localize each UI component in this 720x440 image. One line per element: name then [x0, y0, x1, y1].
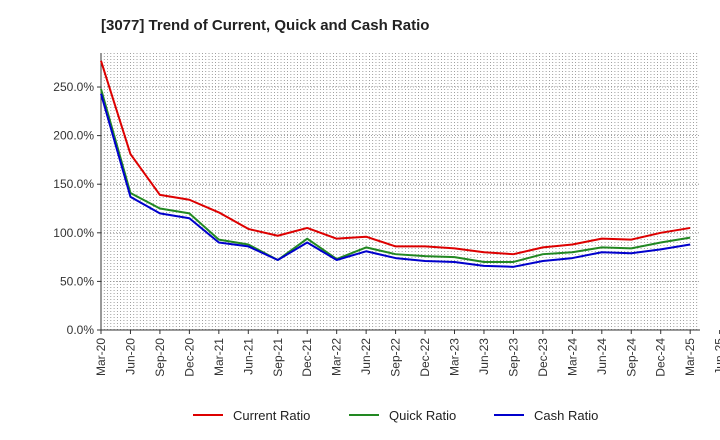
legend-label-current-ratio: Current Ratio [233, 408, 310, 423]
legend-label-cash-ratio: Cash Ratio [534, 408, 598, 423]
y-tick-label: 250.0% [53, 80, 94, 94]
x-tick-label: Dec-22 [418, 338, 432, 377]
x-tick-label: Mar-22 [330, 338, 344, 376]
y-tick-label: 0.0% [67, 323, 95, 337]
legend-label-quick-ratio: Quick Ratio [389, 408, 456, 423]
x-tick-label: Jun-20 [123, 338, 137, 375]
y-tick-label: 150.0% [53, 177, 94, 191]
legend: Current Ratio Quick Ratio Cash Ratio [193, 408, 598, 423]
x-tick-label: Mar-21 [212, 338, 226, 376]
current-ratio-line [100, 60, 691, 256]
x-tick-label: Dec-20 [182, 338, 196, 377]
x-tick-label: Jun-22 [359, 338, 373, 375]
x-tick-label: Mar-24 [565, 338, 579, 376]
grid [101, 53, 700, 330]
x-tick-label: Jun-24 [595, 338, 609, 375]
x-tick-label: Sep-20 [153, 338, 167, 377]
x-tick-label: Sep-23 [506, 338, 520, 377]
x-tick-label: Mar-23 [448, 338, 462, 376]
x-tick-label: Jun-25 [713, 338, 720, 375]
x-tick-label: Mar-20 [94, 338, 108, 376]
x-tick-label: Mar-25 [683, 338, 697, 376]
y-tick-label: 200.0% [53, 129, 94, 143]
x-tick-label: Jun-23 [477, 338, 491, 375]
x-tick-label: Dec-21 [300, 338, 314, 377]
x-tick-label: Sep-24 [624, 338, 638, 377]
series-lines [100, 60, 691, 268]
x-tick-label: Sep-21 [271, 338, 285, 377]
axes: 0.0% 50.0% 100.0% 150.0% 200.0% 250.0% Mar-20 J… [53, 53, 720, 377]
chart-title: [3077] Trend of Current, Quick and Cash … [101, 17, 429, 34]
cash-ratio-line [100, 93, 691, 268]
y-tick-label: 50.0% [60, 274, 94, 288]
x-tick-label: Jun-21 [241, 338, 255, 375]
y-tick-label: 100.0% [53, 226, 94, 240]
x-tick-label: Sep-22 [389, 338, 403, 377]
quick-ratio-line [100, 88, 691, 263]
x-tick-label: Dec-23 [536, 338, 550, 377]
x-tick-label: Dec-24 [654, 338, 668, 377]
